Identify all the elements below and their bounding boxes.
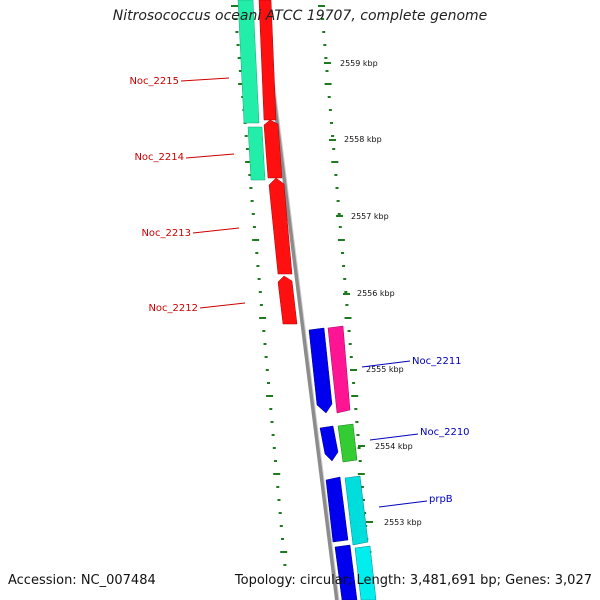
gene-noc-2213-arrow[interactable] (268, 177, 293, 275)
leader-line-noc-2210 (369, 433, 419, 441)
left-gene-labels: Noc_2215 Noc_2214 Noc_2213 Noc_2212 (129, 76, 246, 314)
genome-title: Nitrosococcus oceani ATCC 19707, complet… (112, 8, 488, 24)
scale-label-2553: 2553 kbp (384, 518, 422, 527)
gene-noc-2214-arrow[interactable] (247, 119, 283, 181)
genome-summary-text: Topology: circular; Length: 3,481,691 bp… (234, 573, 592, 588)
genome-backbone-highlight (263, 0, 340, 600)
gene-label-noc-2215[interactable]: Noc_2215 (129, 76, 179, 87)
leader-line-noc-2211 (361, 360, 411, 368)
gene-prpb-arrow[interactable] (325, 475, 377, 600)
scale-label-2558: 2558 kbp (344, 135, 382, 144)
scale-label-2559: 2559 kbp (340, 59, 378, 68)
gene-noc-2210-arrow[interactable] (319, 423, 358, 463)
gene-label-noc-2210[interactable]: Noc_2210 (420, 427, 470, 438)
gene-noc-2215-arrow[interactable] (237, 0, 277, 124)
scale-label-2557: 2557 kbp (351, 212, 389, 221)
scale-label-2556: 2556 kbp (357, 289, 395, 298)
gene-label-prpb[interactable]: prpB (429, 494, 453, 505)
right-gene-labels: Noc_2211 Noc_2210 prpB (361, 356, 470, 508)
gene-noc-2211-arrow[interactable] (308, 325, 351, 414)
scale-ruler: 2559 kbp 2558 kbp 2557 kbp 2556 kbp 2555… (324, 59, 422, 527)
gene-noc-2212-arrow[interactable] (277, 275, 298, 325)
leader-line-prpb (378, 500, 428, 508)
accession-text: Accession: NC_007484 (8, 573, 156, 588)
leader-line-noc-2212 (199, 302, 246, 309)
gene-label-noc-2213[interactable]: Noc_2213 (141, 228, 191, 239)
gene-label-noc-2214[interactable]: Noc_2214 (134, 152, 184, 163)
scale-label-2555: 2555 kbp (366, 365, 404, 374)
gene-label-noc-2211[interactable]: Noc_2211 (412, 356, 462, 367)
gene-label-noc-2212[interactable]: Noc_2212 (148, 303, 198, 314)
leader-line-noc-2214 (185, 153, 235, 159)
leader-line-noc-2215 (180, 77, 230, 82)
leader-line-noc-2213 (192, 227, 240, 234)
scale-label-2554: 2554 kbp (375, 442, 413, 451)
